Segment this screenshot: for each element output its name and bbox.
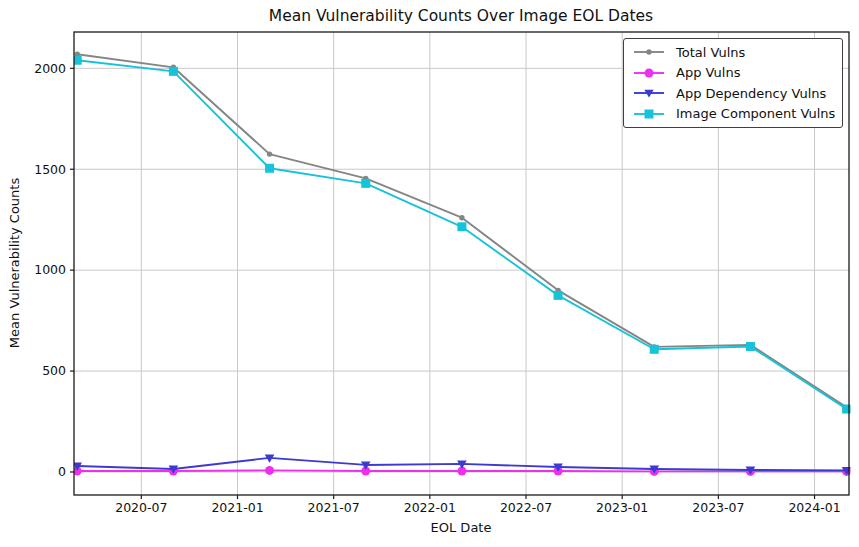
marker-square-icon — [169, 67, 178, 76]
marker-square-icon — [265, 164, 274, 173]
legend: Total Vulns App Vulns App Dependency Vul… — [623, 38, 843, 128]
marker-square-icon — [457, 222, 466, 231]
y-tick-label: 500 — [42, 363, 66, 378]
chart-title: Mean Vulnerability Counts Over Image EOL… — [269, 7, 653, 25]
marker-circle-small-icon — [267, 151, 272, 156]
y-tick-label: 1500 — [34, 162, 66, 177]
y-axis-label: Mean Vulnerability Counts — [7, 178, 22, 349]
legend-label: Image Component Vulns — [676, 106, 835, 121]
marker-square-icon — [746, 342, 755, 351]
x-tick-label: 2021-07 — [308, 500, 360, 515]
x-tick-label: 2023-07 — [692, 500, 744, 515]
legend-swatch-circle-icon — [633, 66, 665, 80]
legend-swatch-circle-small-icon — [633, 45, 665, 59]
legend-item-total-vulns: Total Vulns — [633, 42, 833, 62]
legend-label: App Vulns — [676, 65, 740, 80]
x-tick-label: 2024-01 — [788, 500, 840, 515]
marker-square-icon — [554, 291, 563, 300]
marker-circle-icon — [265, 466, 274, 475]
marker-circle-small-icon — [459, 215, 464, 220]
y-tick-label: 0 — [58, 464, 66, 479]
x-tick-label: 2023-01 — [596, 500, 648, 515]
legend-swatch-triangle-down-icon — [633, 86, 665, 100]
marker-square-icon — [650, 345, 659, 354]
legend-marker-icon — [646, 50, 651, 55]
legend-item-image-component-vulns: Image Component Vulns — [633, 104, 833, 124]
legend-item-app-dependency-vulns: App Dependency Vulns — [633, 83, 833, 103]
x-tick-label: 2021-01 — [211, 500, 263, 515]
legend-label: App Dependency Vulns — [676, 86, 826, 101]
tick-labels: 2020-07 2021-01 2021-07 2022-01 2022-07 2023-… — [34, 61, 840, 515]
chart-figure: 2020-07 2021-01 2021-07 2022-01 2022-07 2023-… — [0, 0, 859, 547]
y-tick-label: 2000 — [34, 61, 66, 76]
x-axis-label: EOL Date — [431, 520, 492, 535]
legend-item-app-vulns: App Vulns — [633, 63, 833, 83]
y-tick-label: 1000 — [34, 262, 66, 277]
x-tick-label: 2020-07 — [115, 500, 167, 515]
legend-label: Total Vulns — [676, 45, 745, 60]
marker-square-icon — [361, 179, 370, 188]
legend-marker-icon — [645, 68, 654, 77]
x-tick-label: 2022-01 — [404, 500, 456, 515]
legend-swatch-square-icon — [633, 107, 665, 121]
legend-marker-icon — [645, 109, 654, 118]
x-tick-label: 2022-07 — [500, 500, 552, 515]
marker-square-icon — [842, 405, 851, 414]
